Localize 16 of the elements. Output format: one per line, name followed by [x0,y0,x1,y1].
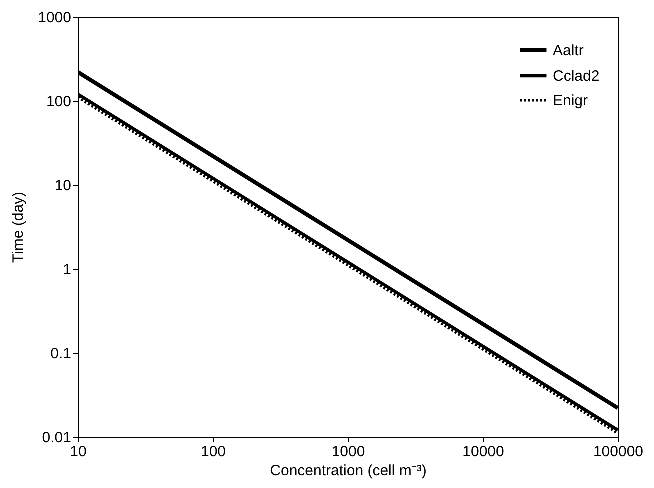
y-tick-label: 10 [54,178,72,194]
x-tick-label: 10 [70,444,87,460]
y-tick-label: 0.1 [50,346,72,362]
y-tick-label: 1 [63,262,72,278]
y-axis-title: Time (day) [10,192,28,264]
x-tick-label: 1000 [332,444,366,460]
legend-label: Aaltr [553,42,584,60]
x-tick-label: 10000 [462,444,504,460]
y-tick-label: 1000 [38,10,72,26]
y-tick-label: 0.01 [42,430,72,446]
y-tick-label: 100 [46,94,72,110]
x-tick-label: 100 [200,444,226,460]
legend-label: Cclad2 [553,68,600,85]
x-tick-label: 100000 [593,444,644,460]
legend-label: Enigr [553,92,588,110]
x-axis-title: Concentration (cell m⁻³) [270,462,427,480]
